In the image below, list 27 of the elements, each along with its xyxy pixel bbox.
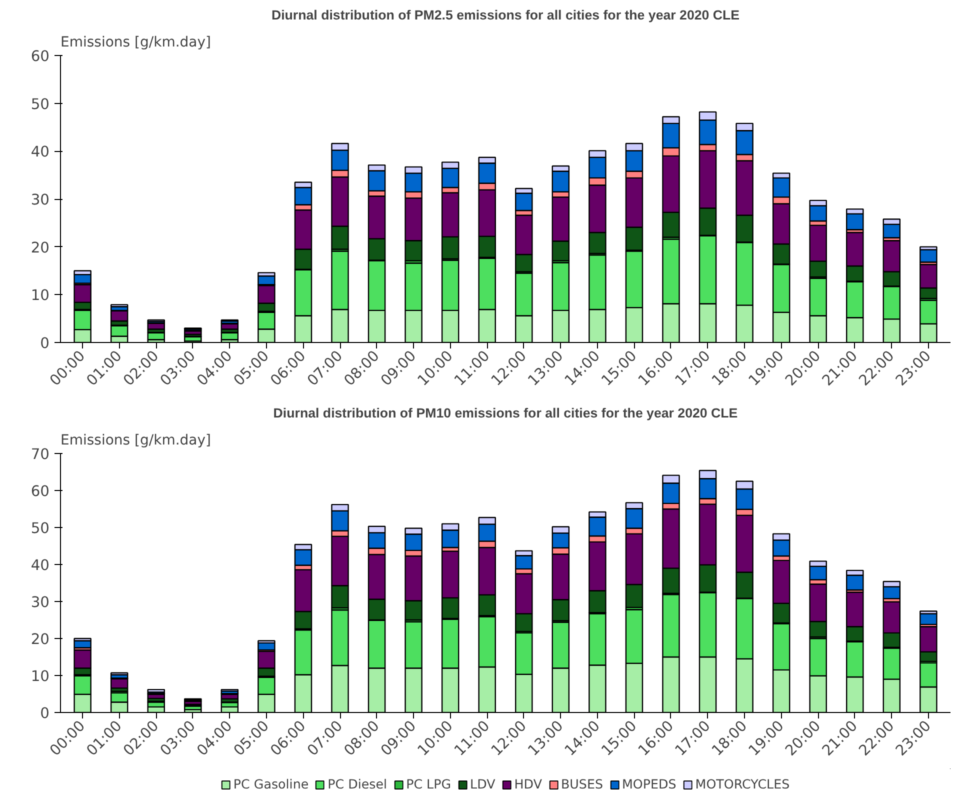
legend-label: MOTORCYCLES [695,776,790,792]
y-tick-label: 0 [40,335,50,352]
y-tick-label: 10 [30,287,50,304]
y-tick-label: 60 [30,483,50,500]
legend-label: PC Diesel [328,776,388,792]
y-tick-label: 30 [30,192,50,208]
y-tick-label: 20 [30,239,50,256]
y-tick-label: 70 [30,446,50,463]
y-tick-label: 50 [30,96,50,113]
chart-title: Diurnal distribution of PM2.5 emissions for all cities for the year 2020 CLE [271,8,740,22]
y-tick-label: 60 [30,48,50,65]
y-tick-label: 0 [40,705,50,722]
legend-label: MOPEDS [622,776,676,792]
y-tick-label: 40 [30,557,50,574]
y-tick-label: 50 [30,520,50,537]
y-axis-title: Emissions [g/km.day] [60,432,212,448]
y-axis-title: Emissions [g/km.day] [60,34,212,50]
legend-label: HDV [514,776,542,792]
legend-label: LDV [470,776,496,792]
y-tick-label: 10 [30,668,50,685]
legend-label: BUSES [560,776,603,792]
y-tick-label: 40 [30,144,50,161]
y-tick-label: 20 [30,631,50,648]
y-tick-label: 30 [30,594,50,611]
legend-label: PC LPG [406,776,452,792]
legend-label: PC Gasoline [233,776,309,792]
chart-title: Diurnal distribution of PM10 emissions for all cities for the year 2020 CLE [273,406,738,420]
